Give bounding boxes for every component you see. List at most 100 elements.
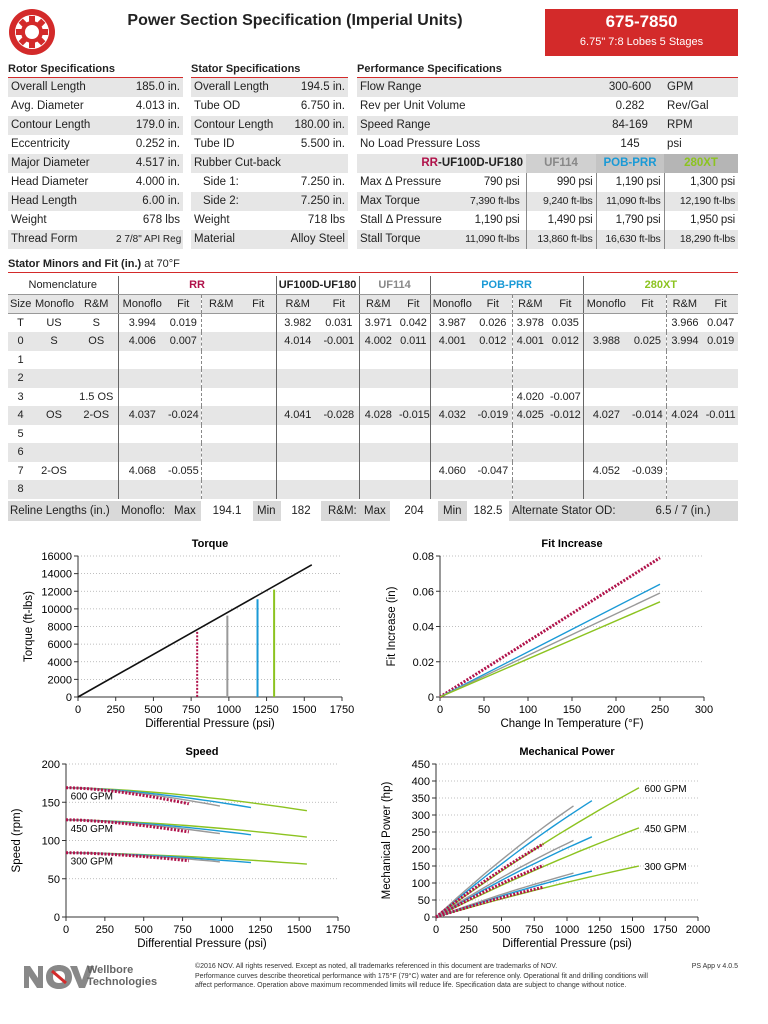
minors-cell: 4.001 xyxy=(429,332,475,351)
minors-cell xyxy=(429,443,475,462)
x-axis-label: Differential Pressure (psi) xyxy=(145,718,275,730)
minors-cell: OS xyxy=(88,335,105,348)
minors-cell: 2-OS xyxy=(41,464,67,477)
minors-cell xyxy=(474,480,512,499)
stator-label: Side 2: xyxy=(203,195,239,207)
minors-cell xyxy=(75,480,118,499)
x-tick-label: 500 xyxy=(144,704,162,716)
rotor-row: Major Diameter 4.517 in. xyxy=(8,154,183,173)
fit-line-RR xyxy=(439,556,661,699)
minors-cell xyxy=(511,461,549,480)
minors-cell: 0.007 xyxy=(169,335,197,348)
minors-cell: 3.988 xyxy=(582,332,630,351)
stator-label: Tube ID xyxy=(194,138,235,150)
minors-cell xyxy=(275,424,320,443)
minors-cell: -0.012 xyxy=(550,409,581,422)
y-tick-label: 12000 xyxy=(41,586,72,598)
minors-cell: 0.042 xyxy=(399,317,427,329)
x-tick-label: 300 xyxy=(695,704,713,716)
x-tick-label: 750 xyxy=(525,924,543,936)
minors-cell xyxy=(629,425,666,444)
minors-cell xyxy=(703,351,738,370)
perf-grid-value: 18,290 ft-lbs xyxy=(663,230,739,249)
reline-rm-max-label: Max xyxy=(364,505,386,517)
minors-cell: 4.025 xyxy=(511,406,549,425)
perf-grid-value: 12,190 ft-lbs xyxy=(663,192,739,211)
minors-cell: 0.026 xyxy=(479,317,507,329)
speed-flow-label: 600 GPM xyxy=(71,792,113,803)
minors-row: T US S 3.994 0.019 3.982 0.031 3.971 0.042 3.987 0… xyxy=(8,313,738,333)
minors-cell xyxy=(117,387,166,406)
perf-unit: psi xyxy=(667,138,682,150)
y-tick-label: 150 xyxy=(412,861,430,873)
x-tick-label: 0 xyxy=(63,924,69,936)
minors-cell xyxy=(629,314,666,333)
perf-col-280xt: 280XT xyxy=(664,154,739,173)
disclaimer-line-1: Performance curves describe theoretical … xyxy=(195,973,648,980)
minors-subheader: R&M xyxy=(511,294,549,314)
perf-grid-label: Stall Torque xyxy=(360,233,421,245)
minors-subheader: R&M xyxy=(665,294,704,314)
minors-cell xyxy=(548,369,583,388)
minors-cell xyxy=(33,480,75,499)
minors-cell: S xyxy=(92,317,100,329)
perf-grid-value: 11,090 ft-lbs xyxy=(465,233,520,245)
perf-label: Rev per Unit Volume xyxy=(360,100,466,112)
y-tick-label: 0 xyxy=(54,912,60,924)
stator-label: Side 1: xyxy=(203,176,239,188)
chart-title: Torque xyxy=(192,538,228,550)
rotor-label: Head Diameter xyxy=(11,176,89,188)
stator-row: Weight 718 lbs xyxy=(191,211,348,230)
x-tick-label: 1000 xyxy=(209,924,233,936)
minors-subheader: R&M xyxy=(200,294,241,314)
minors-cell xyxy=(703,443,738,462)
y-tick-label: 16000 xyxy=(41,551,72,563)
rotor-value: 4.000 in. xyxy=(135,176,180,188)
rotor-label: Major Diameter xyxy=(11,157,90,169)
y-tick-label: 150 xyxy=(42,797,60,809)
minors-cell: 3.994 xyxy=(665,332,704,351)
power-curve-rr xyxy=(435,885,544,919)
stator-table: Overall Length 194.5 in. Tube OD 6.750 in. C… xyxy=(191,78,348,249)
minors-cell xyxy=(241,351,276,370)
minors-cell xyxy=(358,387,398,406)
stator-row: Side 1: 7.250 in. xyxy=(191,173,348,192)
minors-cell xyxy=(582,443,630,462)
minors-cell xyxy=(582,369,630,388)
minors-cell: 4.032 xyxy=(429,406,475,425)
fit-line-UF100D-UF180 xyxy=(439,592,661,698)
minors-cell xyxy=(75,369,118,388)
power-curve-rr xyxy=(435,842,545,919)
minors-cell xyxy=(548,351,583,370)
y-tick-label: 450 xyxy=(412,759,430,771)
rotor-value: 179.0 in. xyxy=(135,119,180,131)
perf-unit: GPM xyxy=(667,81,694,93)
minors-row: 6 xyxy=(8,443,739,462)
minors-cell xyxy=(582,387,630,406)
minors-cell xyxy=(117,424,166,443)
minors-cell xyxy=(397,369,430,388)
y-tick-label: 50 xyxy=(48,874,60,886)
minors-cell: 4.001 xyxy=(511,332,549,351)
minors-subheader: Size xyxy=(8,294,33,314)
minors-cell: 0.012 xyxy=(479,335,507,348)
stator-row: Tube ID 5.500 in. xyxy=(191,135,348,154)
nov-logo-mark xyxy=(24,965,94,989)
minors-cell xyxy=(319,443,359,462)
minors-row: 8 xyxy=(8,480,739,499)
minors-cell xyxy=(548,480,583,499)
fit-line-POB-PRR xyxy=(439,583,661,698)
stator-value: 180.00 in. xyxy=(294,119,345,131)
minors-cell: 0.031 xyxy=(325,317,353,329)
minors-row: 1 xyxy=(8,350,738,370)
x-tick-label: 1000 xyxy=(555,924,579,936)
x-axis-label: Differential Pressure (psi) xyxy=(137,938,267,950)
minors-cell: 4.060 xyxy=(429,461,475,480)
reline-rm-min-value: 182.5 xyxy=(467,501,509,521)
minors-cell: -0.028 xyxy=(323,409,355,422)
minors-cell xyxy=(275,350,320,369)
minors-cell: -0.039 xyxy=(632,464,663,477)
perf-grid-value: 16,630 ft-lbs xyxy=(595,230,665,249)
rotor-table: Overall Length 185.0 in. Avg. Diameter 4.01… xyxy=(8,78,183,249)
minors-cell: 3.971 xyxy=(358,313,398,332)
